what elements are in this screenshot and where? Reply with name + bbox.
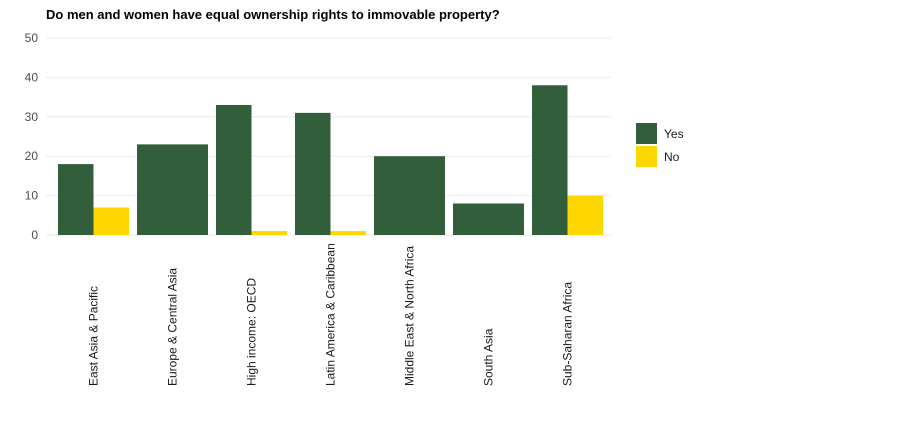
bar-no xyxy=(567,195,603,235)
x-category-label: East Asia & Pacific xyxy=(87,286,101,386)
y-tick-label: 30 xyxy=(25,110,39,124)
x-category-label: High income: OECD xyxy=(245,278,259,386)
legend-label-no: No xyxy=(664,150,680,164)
legend: Yes No xyxy=(636,123,684,167)
x-category-label: Middle East & North Africa xyxy=(403,246,417,386)
bar-no xyxy=(251,231,287,235)
bar-yes xyxy=(532,85,568,235)
x-axis-categories: East Asia & Pacific Europe & Central Asia… xyxy=(87,243,575,386)
bar-no xyxy=(330,231,366,235)
bar-yes xyxy=(58,164,94,235)
y-tick-label: 40 xyxy=(25,70,39,84)
y-axis-ticks: 0 10 20 30 40 50 xyxy=(25,31,39,242)
x-category-label: South Asia xyxy=(482,328,496,386)
legend-swatch-yes xyxy=(636,123,657,144)
x-category-label: Latin America & Caribbean xyxy=(324,243,338,386)
bar-yes xyxy=(453,203,524,235)
legend-swatch-no xyxy=(636,146,657,167)
bar-yes xyxy=(137,144,208,235)
x-category-label: Sub-Saharan Africa xyxy=(561,282,575,386)
bar-no xyxy=(93,207,129,235)
chart-title: Do men and women have equal ownership ri… xyxy=(46,7,500,22)
bar-yes xyxy=(374,156,445,235)
y-tick-label: 20 xyxy=(25,149,39,163)
bar-yes xyxy=(216,104,252,235)
x-category-label: Europe & Central Asia xyxy=(166,268,180,386)
y-tick-label: 10 xyxy=(25,189,39,203)
y-tick-label: 50 xyxy=(25,31,39,45)
bar-yes xyxy=(295,112,331,235)
y-tick-label: 0 xyxy=(31,228,38,242)
legend-label-yes: Yes xyxy=(664,127,684,141)
bars xyxy=(58,85,603,235)
